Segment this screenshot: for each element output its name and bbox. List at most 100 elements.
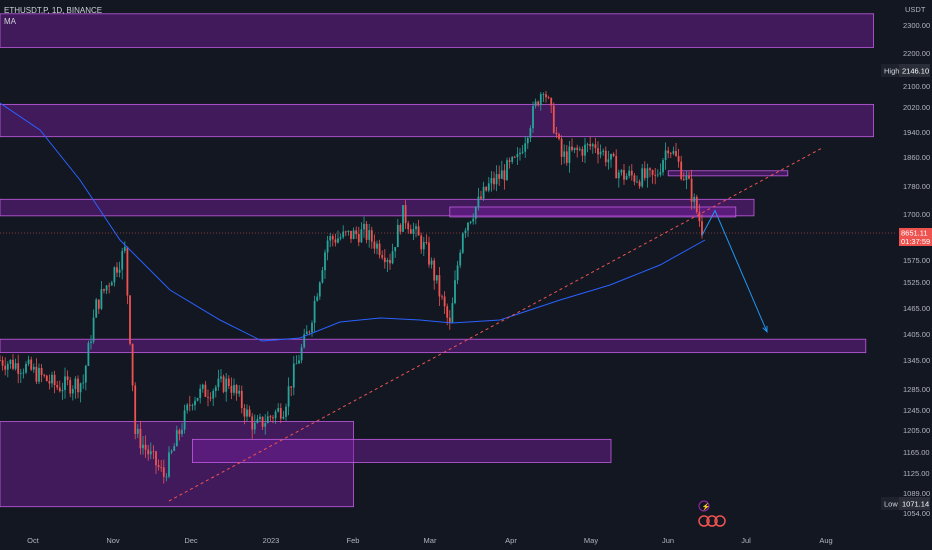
candle-body [56, 385, 59, 388]
candle-body [474, 206, 477, 219]
zones-layer [0, 13, 874, 508]
candle-body [451, 303, 454, 323]
candle-body [350, 230, 352, 239]
candle-body [199, 388, 202, 399]
candle-body [376, 243, 378, 249]
candle-body [628, 170, 631, 176]
candle-body [14, 363, 17, 369]
event-markers[interactable]: ⚡ [698, 500, 726, 527]
candle-body [649, 168, 651, 171]
candle-body [243, 407, 246, 417]
candle-body [266, 416, 269, 424]
time-tick-label: Feb [347, 536, 360, 545]
candle-body [45, 375, 48, 382]
candle-body [134, 385, 137, 434]
projection-path[interactable] [701, 209, 768, 333]
candle-body [87, 342, 90, 366]
rising-trendline[interactable] [168, 147, 822, 502]
candle-body [495, 174, 498, 185]
candle-body [695, 196, 698, 212]
candle-body [578, 149, 581, 150]
candle-body [48, 381, 51, 384]
candle-body [305, 331, 308, 335]
price-axis[interactable]: USDT 2300.00 2200.00 2100.00 2020.00 1940.00… [895, 0, 932, 530]
candle-body [464, 230, 467, 234]
candle-body [482, 186, 485, 199]
candle-body [537, 101, 540, 106]
supply-demand-zone[interactable] [0, 338, 867, 354]
supply-demand-zone[interactable] [667, 170, 789, 177]
economic-event-icon[interactable] [698, 515, 710, 527]
price-tick-label: 1089.00 [903, 489, 930, 498]
time-tick-label: Dec [184, 536, 198, 545]
candle-body [552, 105, 555, 133]
candle-body [220, 376, 222, 379]
time-tick-label: Apr [505, 536, 517, 545]
candle-body [446, 306, 449, 318]
supply-demand-zone[interactable] [0, 198, 755, 217]
candle-body [100, 289, 103, 309]
candle-body [74, 378, 77, 390]
candle-body [633, 175, 636, 182]
candle-body [324, 252, 326, 271]
candle-body [235, 385, 238, 394]
candle-body [12, 359, 14, 369]
candle-body [555, 132, 558, 135]
candle-body [386, 259, 389, 263]
symbol-title[interactable]: ETHUSDT.P, 1D, BINANCE [4, 6, 103, 15]
dividend-event-icon[interactable] [698, 500, 710, 512]
candle-body [646, 168, 649, 179]
candle-body [480, 196, 482, 199]
candle-body [290, 386, 293, 388]
candle-body [160, 467, 163, 468]
candle-body [383, 257, 386, 263]
economic-event-icon[interactable] [706, 515, 718, 527]
candle-body [204, 384, 207, 397]
candle-body [677, 156, 680, 162]
candle-body [690, 178, 693, 202]
candle-body [162, 467, 165, 477]
high-value: 2146.10 [902, 67, 929, 76]
candle-body [688, 175, 690, 179]
candle-body [654, 175, 657, 176]
time-tick-label: May [584, 536, 598, 545]
candle-body [331, 236, 334, 240]
time-axis[interactable]: Oct Nov Dec 2023 Feb Mar Apr May Jun Jul Aug [0, 530, 932, 550]
candle-body [230, 385, 233, 393]
candle-body [435, 275, 438, 281]
candle-body [79, 383, 82, 393]
time-tick-label: Oct [27, 536, 40, 545]
candle-body [207, 396, 209, 398]
candle-body [547, 97, 550, 99]
candle-body [638, 181, 641, 187]
candle-body [430, 260, 433, 265]
candle-body [105, 285, 108, 291]
candle-body [542, 94, 545, 96]
supply-demand-zone[interactable] [191, 438, 612, 463]
supply-demand-zone[interactable] [449, 206, 737, 218]
candle-body [121, 250, 124, 270]
price-tick-label: 2200.00 [903, 49, 930, 58]
candle-body [701, 221, 703, 236]
candle-body [339, 237, 342, 239]
candle-body [521, 151, 524, 153]
supply-demand-zone[interactable] [0, 13, 874, 48]
candle-body [157, 465, 160, 468]
chart-legend[interactable]: ETHUSDT.P, 1D, BINANCE MA [4, 5, 102, 27]
indicator-label[interactable]: MA [4, 17, 16, 26]
candle-body [680, 161, 683, 180]
candle-body [402, 205, 404, 232]
candle-body [565, 151, 568, 163]
candle-body [196, 398, 199, 401]
candle-body [227, 378, 230, 386]
candle-body [698, 211, 701, 222]
candle-body [313, 300, 316, 323]
supply-demand-zone[interactable] [0, 103, 874, 138]
candle-body [147, 449, 150, 455]
price-tick-label: 2300.00 [903, 21, 930, 30]
low-value: 1071.14 [902, 500, 929, 509]
candle-body [591, 144, 594, 147]
economic-event-icon[interactable] [714, 515, 726, 527]
candle-body [620, 170, 623, 173]
